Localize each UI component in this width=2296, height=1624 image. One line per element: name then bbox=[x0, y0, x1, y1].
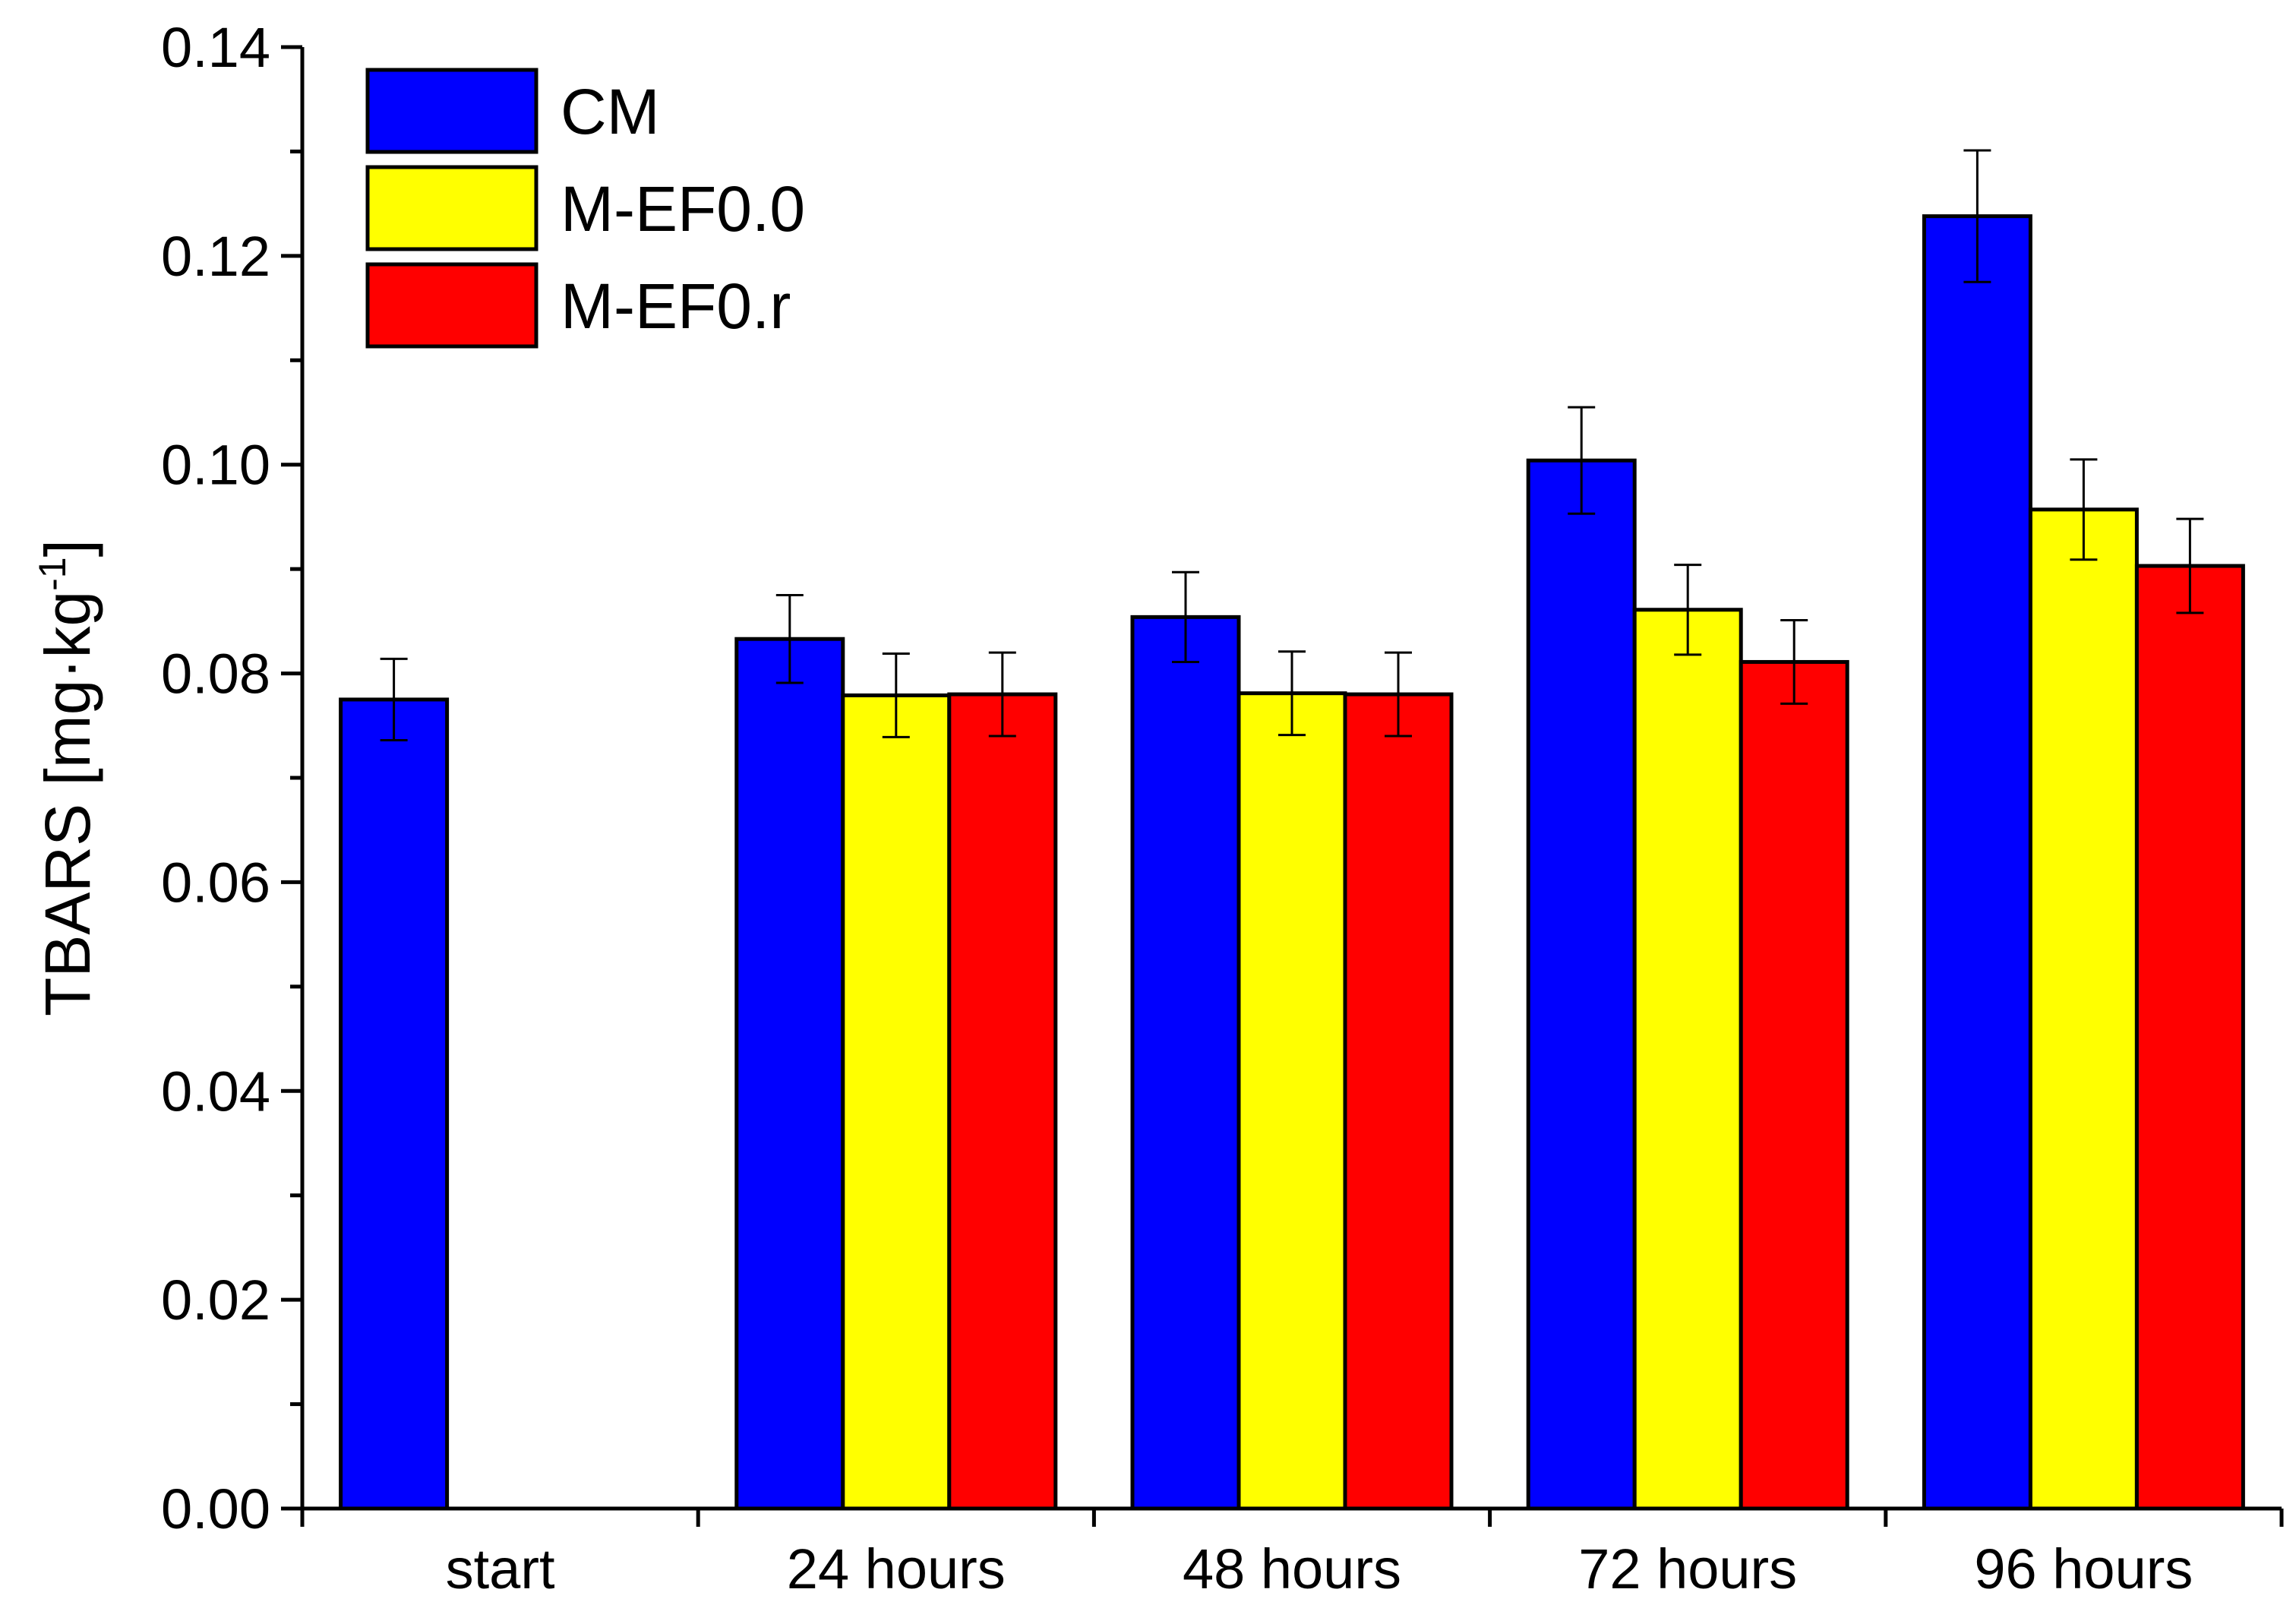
y-tick-label: 0.04 bbox=[161, 1060, 270, 1123]
y-tick-label: 0.10 bbox=[161, 434, 270, 497]
y-tick-label: 0.02 bbox=[161, 1269, 270, 1332]
bar-m-ef0-r-4 bbox=[2134, 564, 2245, 1511]
y-axis-title: TBARS [mg·kg-1] bbox=[31, 539, 103, 1016]
legend-swatch-m-ef0-0 bbox=[365, 165, 538, 251]
x-category-label: 24 hours bbox=[787, 1537, 1006, 1600]
legend-swatch-cm bbox=[365, 68, 538, 154]
bar-m-ef0-r-2 bbox=[1343, 692, 1454, 1511]
plot-area bbox=[339, 149, 2245, 1511]
x-category-label: 96 hours bbox=[1974, 1537, 2193, 1600]
y-tick-label: 0.14 bbox=[161, 16, 270, 79]
bar-cm-1 bbox=[734, 637, 845, 1511]
legend-label: CM bbox=[561, 76, 660, 147]
y-tick-label: 0.12 bbox=[161, 225, 270, 288]
bar-cm-2 bbox=[1130, 615, 1241, 1511]
bar-m-ef0-r-1 bbox=[947, 692, 1058, 1511]
legend-label: M-EF0.r bbox=[561, 270, 791, 342]
bar-cm-0 bbox=[339, 697, 450, 1511]
x-axis: start 24 hours 48 hours 72 hours 96 hours bbox=[300, 1506, 2284, 1600]
bar-cm-3 bbox=[1526, 458, 1637, 1511]
x-category-label: start bbox=[446, 1537, 555, 1600]
bar-m-ef0-0-3 bbox=[1632, 608, 1743, 1511]
legend: CM M-EF0.0 M-EF0.r bbox=[365, 68, 805, 349]
bar-cm-4 bbox=[1922, 214, 2032, 1511]
y-axis-title-close: ] bbox=[32, 539, 103, 557]
bar-m-ef0-0-4 bbox=[2028, 507, 2139, 1511]
legend-label: M-EF0.0 bbox=[561, 173, 805, 245]
bar-m-ef0-r-3 bbox=[1739, 659, 1849, 1511]
x-category-label: 72 hours bbox=[1578, 1537, 1797, 1600]
bar-m-ef0-0-2 bbox=[1236, 691, 1347, 1511]
legend-swatch-m-ef0-r bbox=[365, 262, 538, 349]
y-axis-title-main: TBARS [mg·kg bbox=[32, 591, 103, 1016]
y-tick-label: 0.06 bbox=[161, 851, 270, 914]
y-axis-title-sup: -1 bbox=[31, 557, 74, 590]
bar-m-ef0-0-1 bbox=[841, 693, 952, 1511]
y-tick-label: 0.00 bbox=[161, 1477, 270, 1540]
y-axis: 0.00 0.02 0.04 0.06 0.08 0.10 0.12 0.14 bbox=[161, 16, 305, 1540]
y-tick-label: 0.08 bbox=[161, 643, 270, 706]
x-category-label: 48 hours bbox=[1183, 1537, 1401, 1600]
